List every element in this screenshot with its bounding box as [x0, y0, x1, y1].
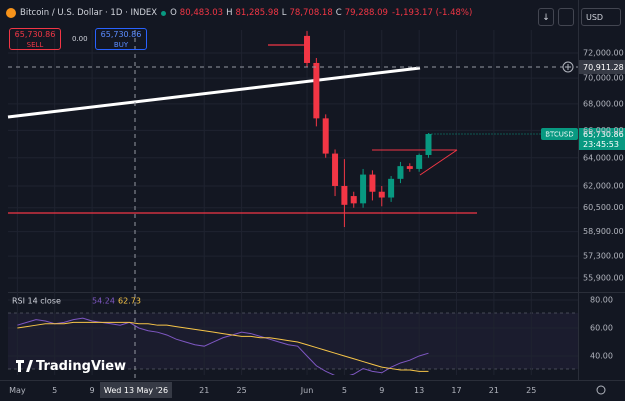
rsi-ma-value: 62.73 [118, 297, 141, 306]
x-tick-label: 9 [379, 386, 384, 395]
rsi-tick-label: 60.00 [590, 323, 613, 332]
settings-icon[interactable] [596, 385, 606, 395]
x-tick-label: 5 [52, 386, 57, 395]
y-tick-label: 64,000.00 [583, 153, 624, 162]
ohlc-value: 80,483.03 [179, 8, 224, 18]
countdown: 23:45:53 [583, 140, 619, 149]
last-price-box [579, 128, 625, 150]
y-tick-label: 62,000.00 [583, 181, 624, 190]
status-dot [161, 10, 167, 16]
logo-icon [16, 360, 33, 372]
symbol-tag [541, 128, 578, 140]
y-tick-label: 60,500.00 [583, 203, 624, 212]
buy-price: 65,730.86 [100, 30, 142, 39]
legend-bar: Bitcoin / U.S. Dollar · 1D · INDEX O 80,4… [6, 8, 472, 18]
spread: 0.00 [72, 35, 88, 43]
ohlc-key: L [281, 8, 287, 18]
candle-body [313, 62, 320, 119]
ohlc-value: 78,708.18 [289, 8, 333, 18]
currency-select[interactable]: USD [581, 8, 621, 26]
crosshair-price-box [579, 60, 625, 74]
rsi-value: 54.24 [92, 297, 115, 306]
candle-body [397, 166, 404, 179]
y-tick-label: 72,000.00 [583, 49, 624, 58]
ohlc-value: 79,288.09 [344, 8, 388, 18]
y-tick-label: 70,000.00 [583, 74, 624, 83]
ohlc-key: C [335, 8, 342, 18]
crosshair-date: Wed 13 May '26 [104, 386, 168, 395]
add-icon [565, 64, 571, 70]
x-tick-label: 21 [489, 386, 499, 395]
symbol-icon [6, 8, 16, 18]
candle-body [304, 35, 311, 63]
y-tick-label: 57,300.00 [583, 252, 624, 261]
candle-body [406, 166, 413, 169]
candle-body [425, 134, 432, 155]
candle-body [388, 178, 395, 198]
candle-body [360, 174, 367, 204]
candle-body [341, 185, 348, 205]
y-tick-label: 55,900.00 [583, 274, 624, 283]
download-button[interactable]: ↓ [538, 8, 554, 26]
crosshair-price: 70,911.28 [583, 63, 624, 72]
candle-body [378, 191, 385, 198]
crosshair-date-box [100, 382, 172, 398]
symbol-title: Bitcoin / U.S. Dollar · 1D · INDEX [20, 8, 158, 18]
x-tick-label: 21 [199, 386, 209, 395]
fullscreen-button[interactable] [558, 8, 574, 26]
x-tick-label: 25 [526, 386, 536, 395]
sell-button[interactable]: 65,730.86 SELL [9, 28, 61, 50]
sell-price: 65,730.86 [14, 30, 56, 39]
x-tick-label: 17 [451, 386, 461, 395]
trend-line[interactable] [7, 66, 421, 119]
logo: TradingView [36, 359, 126, 374]
x-tick-label: Jun [300, 386, 314, 395]
last-price: 65,730.86 [583, 130, 624, 139]
buy-label: BUY [113, 41, 129, 49]
ohlc: O 80,483.03 H 81,285.98 L 78,708.18 C 79,288.09 [170, 8, 388, 18]
x-tick-label: 5 [342, 386, 347, 395]
ohlc-value: 81,285.98 [235, 8, 279, 18]
ohlc-key: O [170, 8, 177, 18]
buy-button[interactable]: 65,730.86 BUY [95, 28, 147, 50]
rsi-line [17, 317, 429, 375]
change: -1,193.17 (-1.48%) [391, 8, 473, 18]
candle-body [332, 153, 339, 186]
y-tick-label: 66,000.00 [583, 126, 624, 135]
y-tick-label: 58,900.00 [583, 227, 624, 236]
x-tick-label: May [9, 386, 26, 395]
candle-body [350, 196, 357, 204]
rsi-title: RSI 14 close [12, 297, 61, 306]
currency: USD [586, 13, 604, 22]
rsi-tick-label: 80.00 [590, 295, 613, 304]
pattern-line[interactable] [419, 149, 458, 176]
rsi-line [17, 321, 429, 372]
y-tick-label: 68,000.00 [583, 99, 624, 108]
symbol-tag-text: BTCUSD [545, 131, 574, 139]
x-tick-label: 25 [237, 386, 247, 395]
ohlc-key: H [226, 8, 233, 18]
x-tick-label: 13 [414, 386, 424, 395]
candle-body [322, 118, 329, 154]
candle-body [369, 174, 376, 192]
rsi-tick-label: 40.00 [590, 351, 613, 360]
sell-label: SELL [26, 41, 44, 49]
x-tick-label: 9 [90, 386, 95, 395]
candle-body [416, 154, 423, 169]
